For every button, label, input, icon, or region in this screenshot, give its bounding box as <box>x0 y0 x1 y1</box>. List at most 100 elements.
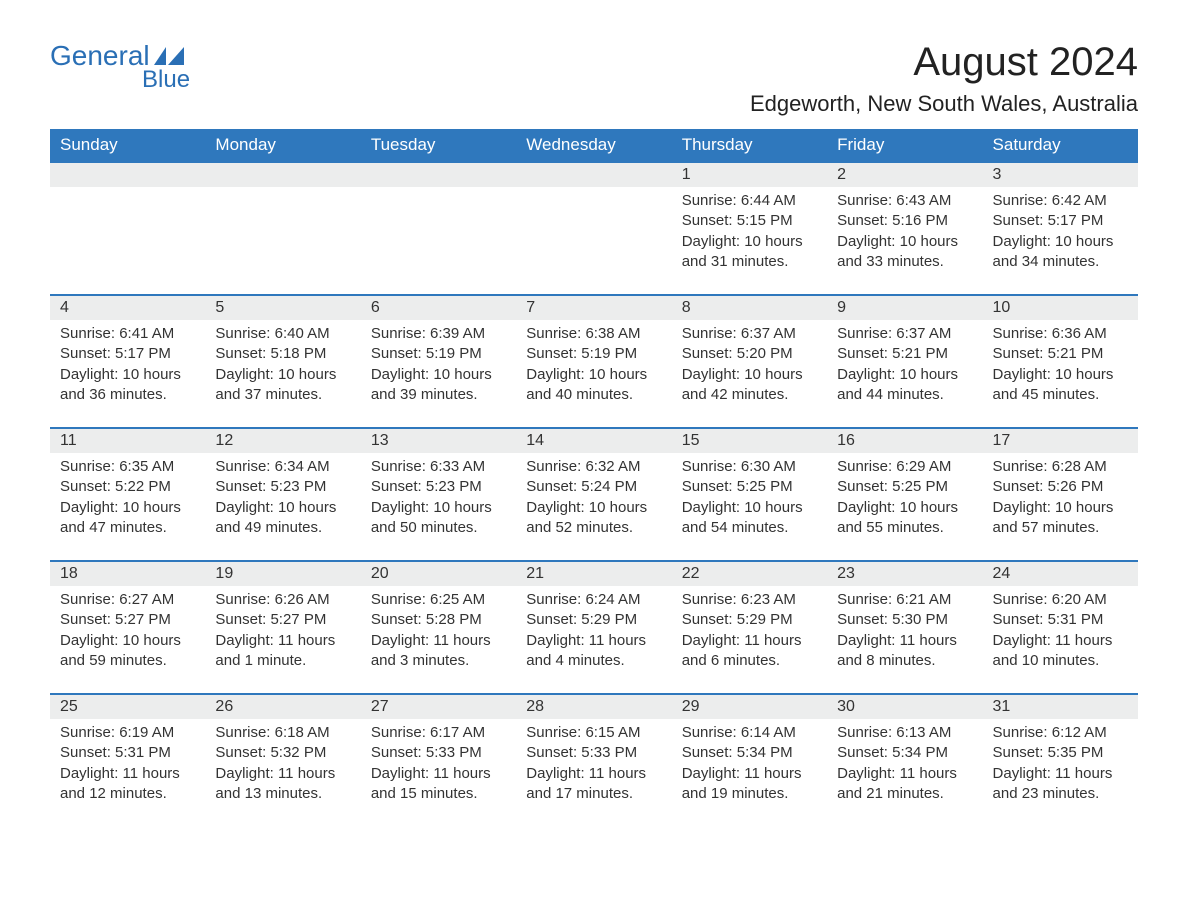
calendar-week-row: 18Sunrise: 6:27 AMSunset: 5:27 PMDayligh… <box>50 561 1138 694</box>
sunset-text: Sunset: 5:34 PM <box>682 743 817 763</box>
calendar-cell <box>361 162 516 295</box>
sunset-text: Sunset: 5:33 PM <box>526 743 661 763</box>
sunset-text: Sunset: 5:19 PM <box>371 344 506 364</box>
daylight-text: Daylight: 10 hours and 37 minutes. <box>215 365 350 406</box>
sunrise-text: Sunrise: 6:37 AM <box>837 324 972 344</box>
day-number: 31 <box>983 695 1138 719</box>
calendar-cell: 5Sunrise: 6:40 AMSunset: 5:18 PMDaylight… <box>205 295 360 428</box>
day-number: 29 <box>672 695 827 719</box>
sunset-text: Sunset: 5:23 PM <box>215 477 350 497</box>
day-number <box>516 163 671 187</box>
logo: General Blue <box>50 40 190 94</box>
sunset-text: Sunset: 5:30 PM <box>837 610 972 630</box>
day-number: 20 <box>361 562 516 586</box>
day-number <box>50 163 205 187</box>
day-details: Sunrise: 6:14 AMSunset: 5:34 PMDaylight:… <box>672 719 827 826</box>
calendar-cell: 16Sunrise: 6:29 AMSunset: 5:25 PMDayligh… <box>827 428 982 561</box>
day-details: Sunrise: 6:25 AMSunset: 5:28 PMDaylight:… <box>361 586 516 693</box>
day-details: Sunrise: 6:36 AMSunset: 5:21 PMDaylight:… <box>983 320 1138 427</box>
calendar-cell: 27Sunrise: 6:17 AMSunset: 5:33 PMDayligh… <box>361 694 516 826</box>
day-number: 4 <box>50 296 205 320</box>
calendar-cell: 26Sunrise: 6:18 AMSunset: 5:32 PMDayligh… <box>205 694 360 826</box>
daylight-text: Daylight: 11 hours and 21 minutes. <box>837 764 972 805</box>
day-details: Sunrise: 6:42 AMSunset: 5:17 PMDaylight:… <box>983 187 1138 294</box>
calendar-cell <box>50 162 205 295</box>
day-details <box>50 187 205 267</box>
daylight-text: Daylight: 11 hours and 8 minutes. <box>837 631 972 672</box>
calendar-cell: 2Sunrise: 6:43 AMSunset: 5:16 PMDaylight… <box>827 162 982 295</box>
day-details <box>361 187 516 267</box>
day-details: Sunrise: 6:23 AMSunset: 5:29 PMDaylight:… <box>672 586 827 693</box>
calendar-cell: 19Sunrise: 6:26 AMSunset: 5:27 PMDayligh… <box>205 561 360 694</box>
day-details: Sunrise: 6:39 AMSunset: 5:19 PMDaylight:… <box>361 320 516 427</box>
day-details: Sunrise: 6:37 AMSunset: 5:20 PMDaylight:… <box>672 320 827 427</box>
day-number <box>205 163 360 187</box>
daylight-text: Daylight: 11 hours and 10 minutes. <box>993 631 1128 672</box>
calendar-cell: 18Sunrise: 6:27 AMSunset: 5:27 PMDayligh… <box>50 561 205 694</box>
day-number: 13 <box>361 429 516 453</box>
day-number: 19 <box>205 562 360 586</box>
day-details: Sunrise: 6:26 AMSunset: 5:27 PMDaylight:… <box>205 586 360 693</box>
weekday-header: Saturday <box>983 129 1138 162</box>
day-details: Sunrise: 6:17 AMSunset: 5:33 PMDaylight:… <box>361 719 516 826</box>
sunrise-text: Sunrise: 6:18 AM <box>215 723 350 743</box>
day-number <box>361 163 516 187</box>
weekday-header: Sunday <box>50 129 205 162</box>
calendar-cell: 1Sunrise: 6:44 AMSunset: 5:15 PMDaylight… <box>672 162 827 295</box>
day-number: 8 <box>672 296 827 320</box>
daylight-text: Daylight: 10 hours and 54 minutes. <box>682 498 817 539</box>
day-details: Sunrise: 6:13 AMSunset: 5:34 PMDaylight:… <box>827 719 982 826</box>
daylight-text: Daylight: 10 hours and 42 minutes. <box>682 365 817 406</box>
sunset-text: Sunset: 5:21 PM <box>993 344 1128 364</box>
sunrise-text: Sunrise: 6:30 AM <box>682 457 817 477</box>
daylight-text: Daylight: 10 hours and 34 minutes. <box>993 232 1128 273</box>
daylight-text: Daylight: 10 hours and 57 minutes. <box>993 498 1128 539</box>
day-number: 26 <box>205 695 360 719</box>
sunrise-text: Sunrise: 6:26 AM <box>215 590 350 610</box>
daylight-text: Daylight: 11 hours and 1 minute. <box>215 631 350 672</box>
day-details: Sunrise: 6:28 AMSunset: 5:26 PMDaylight:… <box>983 453 1138 560</box>
day-details: Sunrise: 6:21 AMSunset: 5:30 PMDaylight:… <box>827 586 982 693</box>
day-number: 6 <box>361 296 516 320</box>
day-details: Sunrise: 6:20 AMSunset: 5:31 PMDaylight:… <box>983 586 1138 693</box>
weekday-header: Friday <box>827 129 982 162</box>
day-details: Sunrise: 6:40 AMSunset: 5:18 PMDaylight:… <box>205 320 360 427</box>
daylight-text: Daylight: 10 hours and 33 minutes. <box>837 232 972 273</box>
daylight-text: Daylight: 11 hours and 15 minutes. <box>371 764 506 805</box>
calendar-week-row: 4Sunrise: 6:41 AMSunset: 5:17 PMDaylight… <box>50 295 1138 428</box>
daylight-text: Daylight: 10 hours and 47 minutes. <box>60 498 195 539</box>
calendar-cell: 6Sunrise: 6:39 AMSunset: 5:19 PMDaylight… <box>361 295 516 428</box>
calendar-cell: 29Sunrise: 6:14 AMSunset: 5:34 PMDayligh… <box>672 694 827 826</box>
daylight-text: Daylight: 11 hours and 17 minutes. <box>526 764 661 805</box>
day-number: 5 <box>205 296 360 320</box>
sunset-text: Sunset: 5:25 PM <box>837 477 972 497</box>
day-number: 11 <box>50 429 205 453</box>
calendar-cell: 12Sunrise: 6:34 AMSunset: 5:23 PMDayligh… <box>205 428 360 561</box>
day-details: Sunrise: 6:18 AMSunset: 5:32 PMDaylight:… <box>205 719 360 826</box>
day-details: Sunrise: 6:15 AMSunset: 5:33 PMDaylight:… <box>516 719 671 826</box>
sunset-text: Sunset: 5:21 PM <box>837 344 972 364</box>
sunrise-text: Sunrise: 6:43 AM <box>837 191 972 211</box>
day-details <box>205 187 360 267</box>
day-details: Sunrise: 6:32 AMSunset: 5:24 PMDaylight:… <box>516 453 671 560</box>
calendar-week-row: 11Sunrise: 6:35 AMSunset: 5:22 PMDayligh… <box>50 428 1138 561</box>
calendar-cell: 15Sunrise: 6:30 AMSunset: 5:25 PMDayligh… <box>672 428 827 561</box>
sunset-text: Sunset: 5:19 PM <box>526 344 661 364</box>
header-row: General Blue August 2024 Edgeworth, New … <box>50 40 1138 117</box>
daylight-text: Daylight: 10 hours and 39 minutes. <box>371 365 506 406</box>
weekday-header-row: Sunday Monday Tuesday Wednesday Thursday… <box>50 129 1138 162</box>
sunset-text: Sunset: 5:33 PM <box>371 743 506 763</box>
sunset-text: Sunset: 5:27 PM <box>60 610 195 630</box>
sunrise-text: Sunrise: 6:23 AM <box>682 590 817 610</box>
calendar-cell: 10Sunrise: 6:36 AMSunset: 5:21 PMDayligh… <box>983 295 1138 428</box>
day-details: Sunrise: 6:30 AMSunset: 5:25 PMDaylight:… <box>672 453 827 560</box>
day-number: 30 <box>827 695 982 719</box>
sunrise-text: Sunrise: 6:41 AM <box>60 324 195 344</box>
sunrise-text: Sunrise: 6:15 AM <box>526 723 661 743</box>
sunrise-text: Sunrise: 6:44 AM <box>682 191 817 211</box>
day-number: 18 <box>50 562 205 586</box>
sunset-text: Sunset: 5:18 PM <box>215 344 350 364</box>
day-details: Sunrise: 6:27 AMSunset: 5:27 PMDaylight:… <box>50 586 205 693</box>
day-number: 3 <box>983 163 1138 187</box>
daylight-text: Daylight: 10 hours and 52 minutes. <box>526 498 661 539</box>
